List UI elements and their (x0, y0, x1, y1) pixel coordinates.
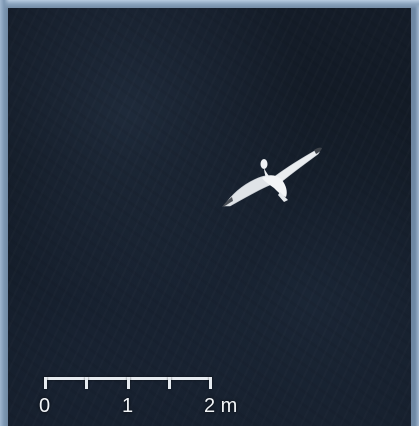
scale-label-2m: 2 m (204, 395, 238, 417)
scale-bar: 0 1 2 m (38, 370, 237, 426)
sea-surface (8, 8, 411, 426)
scale-bar-tick (209, 377, 212, 389)
gull-icon (222, 147, 322, 207)
scale-label-0: 0 (39, 395, 51, 417)
scale-bar-tick (168, 377, 171, 389)
scale-bar-tick (85, 377, 88, 389)
scale-bar-tick (44, 377, 47, 389)
scale-label-1: 1 (122, 395, 134, 417)
scale-bar-tick (127, 377, 130, 389)
